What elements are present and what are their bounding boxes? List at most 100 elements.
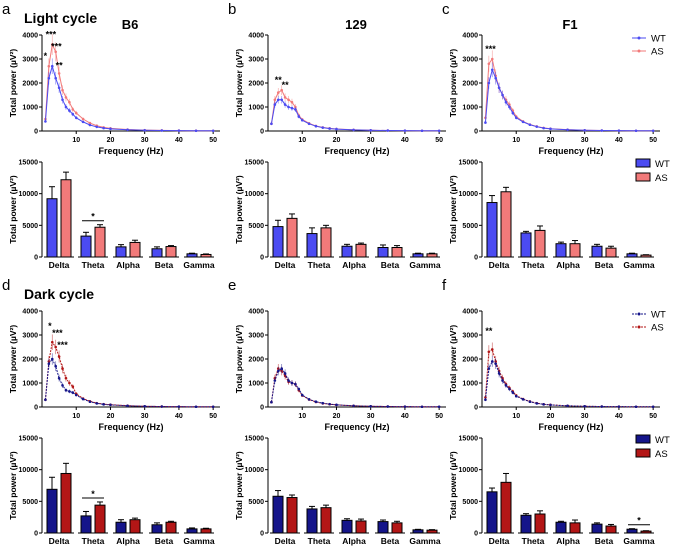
data-point-wt — [194, 405, 198, 409]
data-point-as — [88, 121, 92, 125]
spectrum-chart: 0 1000 2000 3000 4000 10 20 30 40 50 Frequency (Hz… — [448, 33, 660, 156]
significance-marker: ** — [275, 75, 283, 85]
bar-as-beta — [165, 521, 177, 534]
panel-letter: f — [442, 277, 447, 294]
y-tick-label: 0 — [260, 129, 264, 136]
x-tick-label: 10 — [512, 137, 520, 144]
bar-wt-beta — [377, 521, 389, 534]
y-tick-label: 5000 — [22, 223, 38, 230]
data-point-as — [68, 100, 71, 104]
y-tick-label: 10000 — [245, 191, 265, 198]
y-tick-label: 5000 — [248, 223, 264, 230]
series-line-wt — [270, 99, 440, 132]
data-point-wt — [328, 127, 331, 130]
significance-marker: *** — [51, 41, 62, 51]
category-label: Gamma — [183, 260, 214, 270]
data-point-as — [273, 98, 277, 102]
x-tick-label: 40 — [401, 413, 409, 420]
data-point-wt — [634, 405, 638, 409]
data-point-wt — [95, 125, 99, 129]
data-point-wt — [403, 405, 407, 408]
bar-as-theta — [94, 504, 106, 534]
y-tick-label: 1000 — [248, 381, 264, 388]
y-tick-label: 0 — [34, 531, 38, 538]
x-axis-label: Frequency (Hz) — [98, 422, 163, 432]
y-tick-label: 0 — [474, 405, 478, 412]
data-point-wt — [54, 76, 57, 80]
data-point-wt — [487, 81, 491, 85]
bar-wt-theta — [80, 235, 92, 258]
data-point-wt — [270, 122, 273, 126]
y-tick-label: 2000 — [462, 357, 478, 364]
category-label: Beta — [381, 260, 400, 270]
data-point-wt — [126, 404, 129, 408]
x-tick-label: 20 — [333, 413, 341, 420]
y-tick-label: 5000 — [462, 499, 478, 506]
band-power-chart: 0 5000 10000 15000 Total power (µV²) Delta The… — [448, 436, 655, 547]
data-point-wt — [600, 405, 604, 408]
data-point-wt — [211, 129, 215, 133]
data-point-wt — [335, 127, 338, 131]
significance-marker: ** — [282, 80, 290, 90]
bar-as-delta — [286, 497, 298, 534]
data-point-wt — [109, 127, 112, 131]
data-point-wt — [403, 129, 407, 132]
y-tick-label: 5000 — [462, 223, 478, 230]
legend-label: AS — [655, 173, 668, 184]
y-tick-label: 4000 — [22, 309, 38, 316]
x-tick-label: 40 — [401, 137, 409, 144]
data-point-wt — [634, 129, 638, 133]
y-tick-label: 3000 — [248, 333, 264, 340]
data-point-wt — [617, 129, 621, 132]
category-label: Alpha — [116, 536, 140, 546]
y-axis-label: Total power (µV²) — [234, 175, 244, 244]
data-point-wt — [160, 129, 164, 132]
x-tick-label: 10 — [72, 413, 80, 420]
bar-wt-alpha — [115, 246, 127, 258]
band-power-chart: 0 5000 10000 15000 Total power (µV²) Delta The… — [8, 160, 215, 271]
category-label: Delta — [489, 536, 510, 546]
data-point-wt — [420, 405, 424, 409]
data-point-as — [54, 345, 57, 349]
data-point-wt — [549, 127, 552, 131]
y-tick-label: 1000 — [462, 381, 478, 388]
series-line-as — [44, 340, 214, 408]
y-tick-label: 3000 — [462, 57, 478, 64]
y-axis-label: Total power (µV²) — [448, 325, 458, 394]
data-point-wt — [386, 129, 390, 132]
bar-wt-gamma — [186, 528, 198, 534]
y-tick-label: 0 — [260, 405, 264, 412]
legend-label: WT — [655, 159, 670, 170]
series-line-as — [44, 42, 214, 132]
x-tick-label: 40 — [175, 413, 183, 420]
data-point-wt — [194, 129, 198, 133]
data-point-as — [74, 111, 78, 115]
significance-marker: *** — [485, 44, 496, 54]
data-point-wt — [50, 357, 54, 361]
data-point-wt — [47, 76, 51, 80]
bar-wt-alpha — [341, 245, 353, 258]
data-point-wt — [528, 400, 532, 404]
bar-as-theta — [320, 507, 332, 534]
row-title: Dark cycle — [24, 286, 94, 302]
category-label: Theta — [82, 536, 105, 546]
bar-wt-gamma — [626, 528, 638, 534]
x-tick-label: 30 — [367, 413, 375, 420]
bar-as-beta — [165, 246, 177, 258]
bar-as-theta — [534, 229, 546, 258]
x-tick-label: 50 — [209, 137, 217, 144]
category-label: Theta — [308, 536, 331, 546]
category-label: Delta — [489, 260, 510, 270]
data-point-wt — [177, 129, 181, 132]
data-point-wt — [64, 105, 68, 109]
bar-as-gamma — [426, 529, 438, 534]
bar-as-gamma — [640, 530, 652, 534]
data-point-wt — [50, 64, 54, 68]
series-line-wt — [270, 367, 440, 408]
bar-wt-alpha — [341, 519, 353, 534]
x-tick-label: 30 — [367, 137, 375, 144]
bar-wt-gamma — [412, 253, 424, 258]
panel-letter: b — [228, 1, 236, 18]
bar-wt-beta — [151, 248, 163, 258]
